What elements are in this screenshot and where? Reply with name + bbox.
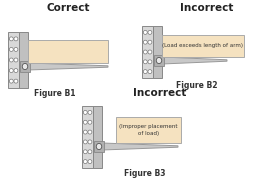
Circle shape	[14, 69, 18, 73]
Circle shape	[88, 130, 92, 134]
Circle shape	[148, 70, 152, 74]
Circle shape	[143, 30, 147, 34]
Circle shape	[83, 140, 87, 144]
Circle shape	[88, 160, 92, 164]
Circle shape	[148, 60, 152, 64]
Text: Figure B3: Figure B3	[124, 169, 166, 179]
Circle shape	[9, 48, 13, 51]
Circle shape	[88, 140, 92, 144]
Circle shape	[9, 58, 13, 62]
Bar	[19, 32, 28, 88]
Circle shape	[83, 160, 87, 164]
Text: (Load exceeds length of arm): (Load exceeds length of arm)	[162, 43, 243, 48]
Circle shape	[9, 79, 13, 83]
Polygon shape	[162, 57, 227, 64]
Ellipse shape	[22, 63, 28, 70]
Circle shape	[83, 150, 87, 154]
Bar	[142, 26, 153, 78]
Circle shape	[14, 79, 18, 83]
Circle shape	[14, 37, 18, 41]
Circle shape	[88, 120, 92, 124]
Circle shape	[14, 58, 18, 62]
Circle shape	[143, 70, 147, 74]
Bar	[154, 55, 164, 66]
Circle shape	[9, 37, 13, 41]
Bar	[162, 35, 244, 57]
Bar	[153, 26, 162, 78]
Bar	[94, 141, 104, 152]
Text: Figure B2: Figure B2	[176, 80, 218, 90]
Text: Figure B1: Figure B1	[34, 90, 76, 98]
Bar	[20, 61, 30, 72]
Polygon shape	[28, 63, 108, 70]
Text: Correct: Correct	[46, 3, 90, 13]
Circle shape	[143, 40, 147, 44]
Circle shape	[88, 150, 92, 154]
Circle shape	[83, 130, 87, 134]
Circle shape	[148, 40, 152, 44]
Circle shape	[83, 110, 87, 114]
Ellipse shape	[96, 143, 102, 150]
Text: Incorrect: Incorrect	[180, 3, 234, 13]
Circle shape	[143, 60, 147, 64]
Bar	[93, 106, 102, 168]
Circle shape	[14, 48, 18, 51]
Polygon shape	[102, 143, 178, 150]
Bar	[8, 32, 19, 88]
Circle shape	[83, 120, 87, 124]
Text: (Improper placement
of load): (Improper placement of load)	[119, 124, 178, 136]
Circle shape	[9, 69, 13, 73]
Circle shape	[143, 50, 147, 54]
Text: Incorrect: Incorrect	[133, 88, 187, 98]
Circle shape	[148, 30, 152, 34]
Ellipse shape	[156, 57, 162, 64]
Circle shape	[148, 50, 152, 54]
Circle shape	[88, 110, 92, 114]
Bar	[116, 117, 181, 143]
Bar	[82, 106, 93, 168]
Bar	[28, 40, 108, 63]
